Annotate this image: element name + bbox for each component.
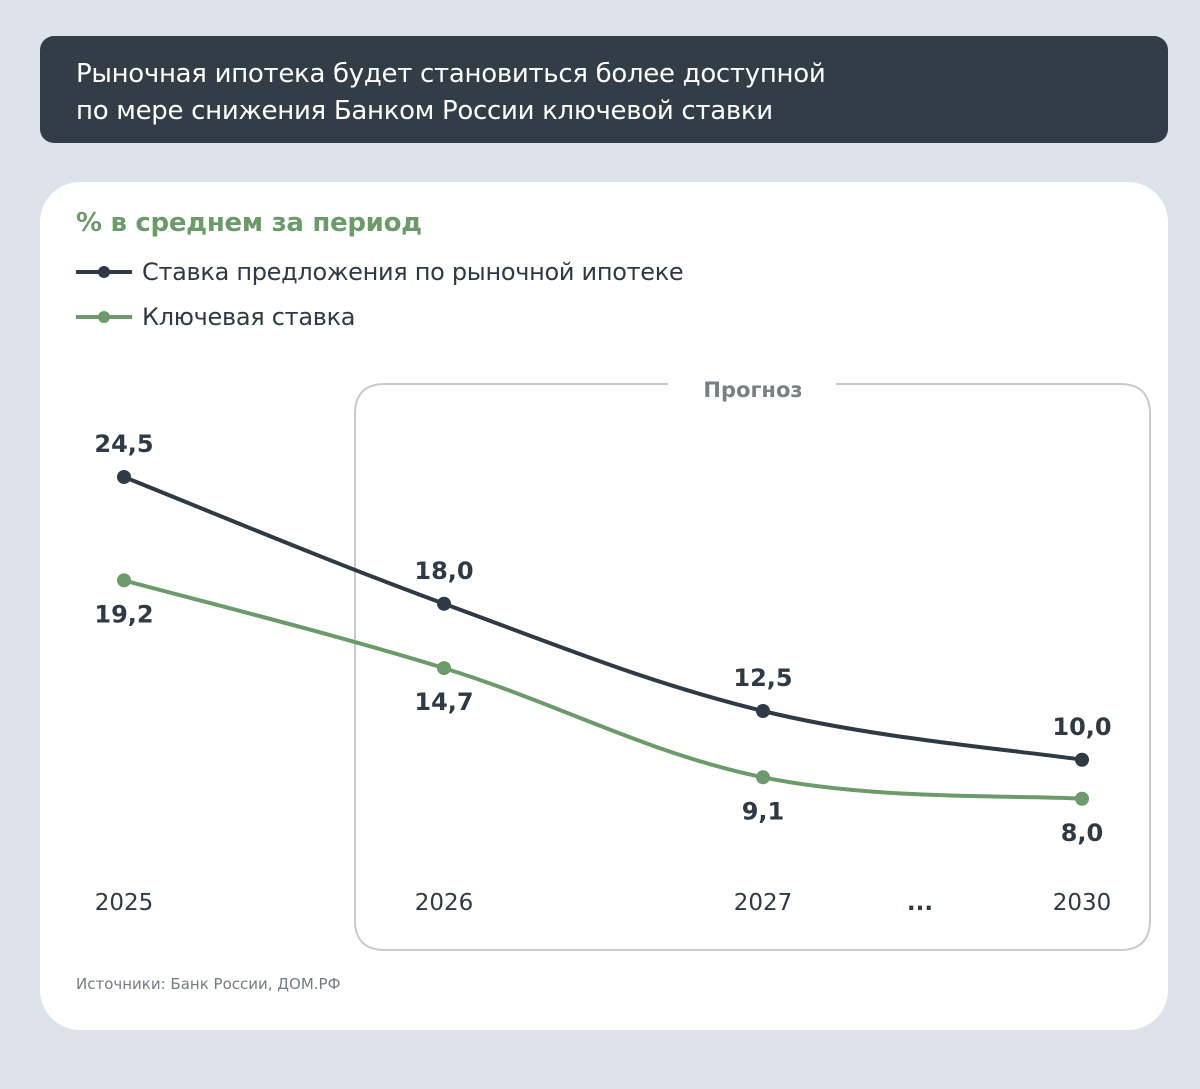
x-tick-label: 2030: [1053, 890, 1112, 916]
forecast-label: Прогноз: [703, 378, 802, 402]
title-line-1: Рыночная ипотека будет становиться более…: [76, 59, 826, 89]
data-label: 19,2: [94, 600, 153, 628]
data-point: [437, 661, 451, 676]
data-point: [756, 704, 770, 718]
data-label: 24,5: [94, 430, 153, 458]
chart-subtitle: % в среднем за период: [76, 208, 422, 238]
x-tick-label: 2027: [734, 890, 793, 916]
data-point: [1075, 791, 1089, 806]
forecast-frame: [354, 383, 1151, 951]
data-point: [1075, 752, 1089, 767]
source-note: Источники: Банк России, ДОМ.РФ: [76, 975, 341, 993]
key-rate-line: [123, 578, 1083, 801]
legend-label: Ключевая ставка: [142, 303, 356, 331]
legend-item-mortgage: Ставка предложения по рыночной ипотеке: [76, 258, 684, 286]
axis-gap-marker: ...: [907, 890, 933, 916]
legend-item-key-rate: Ключевая ставка: [76, 303, 355, 331]
data-point: [117, 470, 131, 484]
data-label: 9,1: [742, 797, 785, 825]
mortgage-rate-line: [123, 475, 1083, 762]
title-line-2: по мере снижения Банком России ключевой …: [76, 96, 773, 126]
data-label: 14,7: [414, 688, 473, 716]
data-point: [437, 596, 451, 611]
data-label: 12,5: [733, 664, 792, 692]
data-label: 18,0: [414, 557, 473, 585]
legend-line-dot-icon: [76, 266, 132, 278]
x-tick-label: 2026: [415, 890, 474, 916]
data-point: [756, 770, 770, 785]
data-point: [117, 573, 131, 588]
header-banner: Рыночная ипотека будет становиться более…: [40, 36, 1168, 143]
data-label: 8,0: [1061, 819, 1104, 847]
data-label: 10,0: [1052, 713, 1111, 741]
x-tick-label: 2025: [95, 890, 154, 916]
legend-label: Ставка предложения по рыночной ипотеке: [142, 258, 684, 286]
legend-line-dot-icon: [76, 311, 132, 323]
